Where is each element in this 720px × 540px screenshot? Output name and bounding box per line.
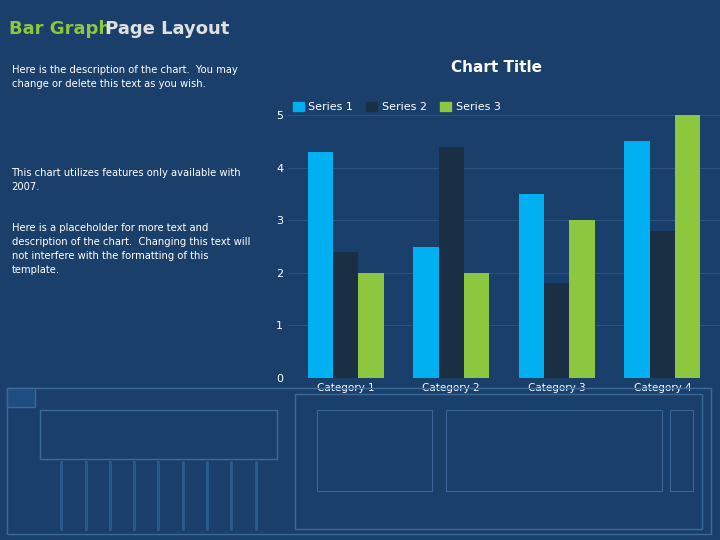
Bar <box>544 284 570 378</box>
Text: Page Layout: Page Layout <box>99 20 229 38</box>
Bar <box>359 273 384 378</box>
Bar <box>670 410 693 491</box>
Text: Chart Title: Chart Title <box>451 60 542 76</box>
Bar <box>317 410 432 491</box>
Bar <box>413 246 438 378</box>
Text: Here is a placeholder for more text and
description of the chart.  Changing this: Here is a placeholder for more text and … <box>12 223 250 275</box>
Bar <box>675 115 701 378</box>
Bar <box>295 394 702 529</box>
Text: Here is the description of the chart.  You may
change or delete this text as you: Here is the description of the chart. Yo… <box>12 65 238 89</box>
Bar <box>570 220 595 378</box>
Bar <box>307 152 333 378</box>
Bar <box>333 252 359 378</box>
Text: Bar Graph: Bar Graph <box>9 20 111 38</box>
Bar <box>446 410 662 491</box>
Bar <box>624 141 649 378</box>
Bar <box>649 231 675 378</box>
Bar <box>7 388 35 407</box>
Bar <box>464 273 489 378</box>
Text: This chart utilizes features only available with
2007.: This chart utilizes features only availa… <box>12 168 241 192</box>
Bar <box>519 194 544 378</box>
Bar <box>40 410 277 459</box>
Bar <box>438 146 464 378</box>
Legend: Series 1, Series 2, Series 3: Series 1, Series 2, Series 3 <box>288 97 505 117</box>
